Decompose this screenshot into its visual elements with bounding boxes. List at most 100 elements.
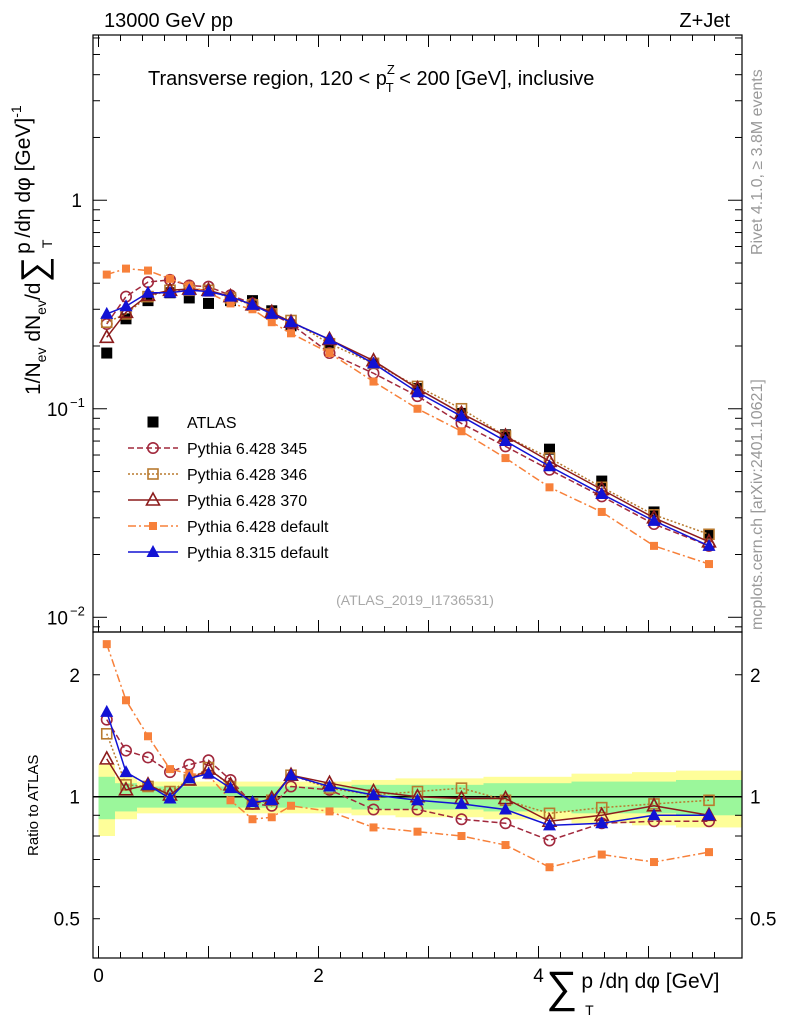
main-point-pythia-6-428-345: [142, 276, 155, 289]
legend-entry: ATLAS: [147, 415, 237, 432]
ratio-point-pythia-6-428-345: [499, 817, 512, 830]
ylabel-a-sub: ev: [33, 348, 49, 363]
ylabel-d: p: [12, 242, 35, 254]
ratio-point-pythia-8-315-default: [182, 771, 196, 784]
ratio-point-pythia-6-428-default: [545, 863, 554, 872]
main-point-pythia-6-428-default: [545, 483, 554, 492]
main-point-pythia-8-315-default: [499, 434, 512, 447]
main-point-pythia-6-428-default: [597, 507, 606, 516]
main-point-pythia-8-315-default: [284, 315, 298, 328]
ratio-y-tick-label-left: 1: [69, 788, 80, 809]
legend-entry: Pythia 6.428 370: [128, 491, 307, 510]
main-point-pythia-8-315-default: [119, 299, 133, 312]
ratio-point-pythia-6-428-default: [248, 815, 257, 824]
ratio-point-pythia-6-428-346: [100, 727, 113, 740]
ratio-point-pythia-6-428-345: [120, 744, 133, 757]
main-point-pythia-8-315-default: [265, 306, 279, 319]
ratio-point-pythia-6-428-346: [543, 807, 556, 820]
ratio-point-pythia-6-428-default: [102, 640, 111, 649]
xlabel-a-sub: T: [585, 1002, 594, 1018]
ratio-point-pythia-6-428-default: [457, 832, 466, 841]
ratio-y-tick-label-right: 1: [750, 788, 761, 809]
legend-label: Pythia 6.428 370: [187, 493, 307, 510]
main-point-pythia-6-428-345: [323, 347, 336, 360]
rivet-version-label: Rivet 4.1.0, ≥ 3.8M events: [749, 69, 766, 255]
legend-marker: [147, 441, 160, 454]
main-title: Transverse region, 120 < pZ T < 200 [GeV]…: [148, 62, 594, 95]
main-point-pythia-6-428-default: [325, 349, 334, 358]
ratio-point-pythia-8-315-default: [595, 816, 609, 829]
xlabel-sum: ∑: [546, 963, 577, 1012]
ylabel-sum: ∑: [13, 257, 54, 283]
ylabel-b: dN: [22, 315, 45, 348]
ratio-point-pythia-8-315-default: [265, 793, 279, 806]
main-point-pythia-8-315-default: [367, 356, 380, 369]
main-title-sub: T: [386, 80, 394, 95]
main-point-pythia-6-428-default: [287, 329, 295, 338]
inner-uncertainty-band: [98, 776, 115, 820]
main-point-pythia-6-428-default: [650, 541, 658, 550]
main-point-pythia-8-315-default: [323, 332, 336, 345]
xlabel: ∑ p T/dη dφ [GeV]: [546, 963, 719, 1018]
main-panel: 110−110−2: [47, 34, 743, 633]
legend: ATLAS Pythia 6.428 345 Pythia 6.428 346 Pyt…: [128, 415, 329, 562]
main-point-pythia-6-428-default: [501, 454, 510, 463]
ratio-point-pythia-8-315-default: [647, 808, 661, 821]
main-frame: [92, 34, 743, 633]
ratio-point-pythia-8-315-default: [141, 777, 155, 790]
main-point-pythia-6-428-default: [705, 560, 713, 569]
main-point-pythia-8-315-default: [246, 297, 259, 310]
ratio-frame: [92, 631, 743, 959]
main-point-atlas: [101, 347, 113, 359]
ylabel-b-sub: ev: [33, 300, 49, 315]
main-point-atlas: [183, 292, 195, 304]
main-point-atlas: [544, 443, 555, 455]
main-point-pythia-6-428-default: [166, 274, 174, 283]
ratio-point-pythia-6-428-346: [595, 801, 608, 814]
ratio-point-pythia-8-315-default: [411, 793, 424, 806]
header-right-label: Z+Jet: [679, 10, 730, 32]
ylabel-e: /dη dφ [GeV]: [12, 118, 35, 238]
ylabel-c: /d: [22, 283, 45, 301]
main-point-pythia-8-315-default: [202, 284, 215, 297]
ratio-point-pythia-6-428-default: [325, 807, 334, 816]
main-point-pythia-8-315-default: [647, 513, 661, 526]
ratio-point-pythia-8-315-default: [202, 766, 215, 779]
legend-entry: Pythia 8.315 default: [128, 545, 329, 562]
legend-label: ATLAS: [187, 415, 237, 432]
ratio-point-pythia-6-428-default: [650, 858, 658, 867]
ratio-point-pythia-8-315-default: [224, 781, 237, 794]
ratio-line-pythia-6-428-default: [106, 643, 710, 869]
legend-label: Pythia 8.315 default: [187, 545, 329, 562]
ratio-point-pythia-6-428-default: [267, 813, 276, 822]
ratio-point-pythia-6-428-345: [142, 751, 155, 764]
ratio-point-pythia-6-428-345: [543, 834, 556, 847]
ratio-point-pythia-6-428-370: [118, 781, 134, 796]
main-y-tick-label: 10: [47, 608, 68, 629]
ratio-point-pythia-8-315-default: [119, 765, 133, 778]
ratio-point-pythia-8-315-default: [284, 768, 298, 781]
legend-marker: [146, 545, 160, 557]
main-point-pythia-6-428-default: [457, 427, 466, 436]
ratio-panel: 0 2 4 0.5 0.5 1 1 2 2: [54, 35, 776, 987]
ylabel-e-sup: -1: [8, 105, 24, 118]
ratio-point-pythia-6-428-370: [98, 750, 115, 765]
ratio-point-pythia-6-428-345: [183, 758, 196, 771]
legend-label: Pythia 6.428 default: [187, 519, 329, 536]
ratio-point-pythia-8-315-default: [100, 704, 114, 717]
main-point-pythia-8-315-default: [141, 285, 155, 298]
ratio-point-pythia-6-428-default: [144, 732, 152, 741]
xlabel-a: p: [581, 970, 593, 993]
main-point-pythia-6-428-default: [369, 377, 378, 386]
xlabel-b: /dη dφ [GeV]: [600, 970, 720, 993]
main-point-pythia-8-315-default: [100, 306, 114, 319]
ratio-point-pythia-6-428-345: [284, 780, 297, 793]
ratio-point-pythia-8-315-default: [246, 795, 259, 808]
main-y-tick-exponent: −2: [70, 603, 85, 618]
x-tick-label: 2: [313, 966, 324, 987]
ratio-point-pythia-6-428-346: [703, 794, 715, 807]
ylabel-a: 1/N: [22, 362, 45, 395]
legend-label: Pythia 6.428 346: [187, 467, 307, 484]
